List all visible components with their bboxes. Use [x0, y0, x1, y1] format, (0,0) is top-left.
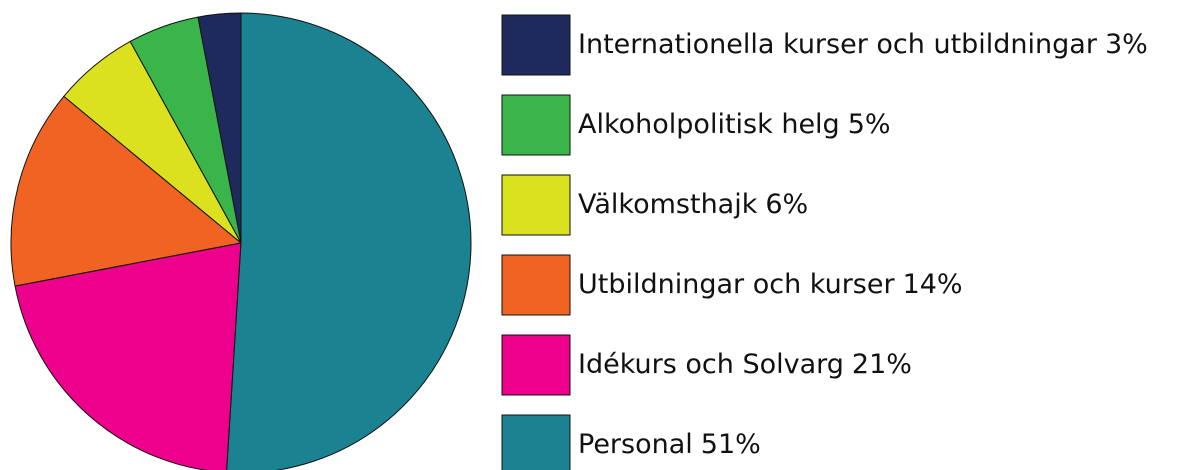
legend-label: Idékurs och Solvarg 21% — [578, 349, 912, 380]
legend-label: Internationella kurser och utbildningar 3… — [578, 29, 1148, 60]
pie-slice — [10, 95, 243, 287]
legend-value: 21% — [852, 349, 912, 380]
legend-value: 14% — [903, 269, 963, 300]
legend-label: Alkoholpolitisk helg 5% — [578, 109, 891, 140]
legend-category: Internationella kurser och utbildningar — [578, 29, 1098, 60]
legend-swatch — [501, 334, 571, 396]
legend-swatch — [501, 414, 571, 470]
pie-slice — [226, 12, 472, 470]
legend-category: Idékurs och Solvarg — [578, 349, 844, 380]
legend-value: 6% — [765, 189, 808, 220]
legend-value: 3% — [1105, 29, 1148, 60]
legend-category: Alkoholpolitisk helg — [578, 109, 840, 140]
legend-swatch — [501, 254, 571, 316]
legend-swatch — [501, 14, 571, 76]
legend-value: 51% — [701, 429, 761, 460]
legend-label: Personal 51% — [578, 429, 761, 460]
legend-category: Välkomsthajk — [578, 189, 758, 220]
legend-label: Utbildningar och kurser 14% — [578, 269, 963, 300]
pie-slice — [14, 242, 242, 470]
legend-swatch — [501, 94, 571, 156]
legend-value: 5% — [848, 109, 891, 140]
legend-swatch — [501, 174, 571, 236]
legend-category: Utbildningar och kurser — [578, 269, 895, 300]
legend-category: Personal — [578, 429, 693, 460]
legend-label: Välkomsthajk 6% — [578, 189, 808, 220]
